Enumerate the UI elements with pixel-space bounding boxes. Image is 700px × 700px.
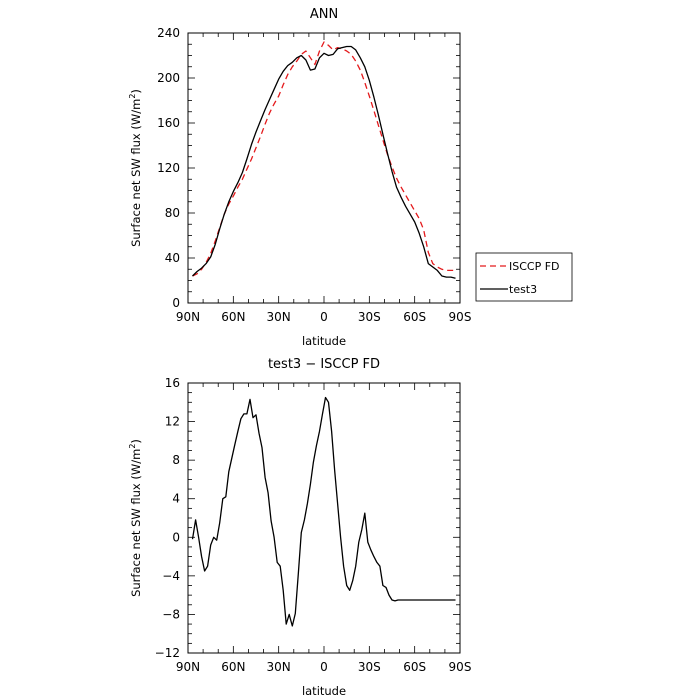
legend-label: test3: [509, 283, 537, 296]
legend-label: ISCCP FD: [509, 260, 560, 273]
x-axis-label: latitude: [302, 684, 346, 698]
y-axis-label-sup: 2: [128, 94, 137, 99]
y-tick-label: 16: [165, 376, 180, 390]
y-tick-label: 120: [157, 161, 180, 175]
y-tick-label: 0: [172, 530, 180, 544]
chart-title: ANN: [310, 7, 338, 22]
x-tick-label: 60N: [221, 310, 245, 324]
chart-panel-2: 90N 60N 30N 0 30S 60S 90S −12 −8 −4 0 4 8 12 16 test3 −…: [128, 357, 471, 698]
x-tick-label: 90N: [176, 660, 200, 674]
series-line-difference: [191, 396, 456, 627]
y-tick-label: 8: [172, 453, 180, 467]
x-tick-label: 0: [320, 310, 328, 324]
y-tick-label: 4: [172, 492, 180, 506]
plot-frame: [187, 382, 461, 654]
x-tick-label: 0: [320, 660, 328, 674]
series-line-test3: [192, 45, 456, 279]
y-tick-label: 200: [157, 71, 180, 85]
y-tick-label: 0: [172, 296, 180, 310]
chart-title: test3 − ISCCP FD: [268, 357, 380, 372]
x-tick-label: 30S: [358, 310, 381, 324]
x-axis-label: latitude: [302, 334, 346, 348]
y-tick-label: 40: [165, 251, 180, 265]
y-axis-label-close: ): [129, 439, 143, 444]
y-tick-label: −4: [162, 569, 180, 583]
y-axis-label: Surface net SW flux (W/m2): [128, 89, 143, 247]
y-tick-label: 80: [165, 206, 180, 220]
legend-box: [475, 252, 573, 302]
y-axis-label-text: Surface net SW flux (W/m: [129, 449, 143, 597]
y-axis-label-sup: 2: [128, 444, 137, 449]
y-axis-label-text: Surface net SW flux (W/m: [129, 99, 143, 247]
x-tick-label: 60S: [403, 660, 426, 674]
x-tick-label: 60N: [221, 660, 245, 674]
y-axis-label-close: ): [129, 89, 143, 94]
x-tick-label: 90S: [449, 660, 472, 674]
plot-frame: [187, 32, 461, 304]
x-tick-label: 30N: [267, 660, 291, 674]
x-tick-label: 60S: [403, 310, 426, 324]
x-tick-label: 90S: [449, 310, 472, 324]
legend: ISCCP FD test3: [475, 252, 573, 302]
x-tick-label: 90N: [176, 310, 200, 324]
x-tick-label: 30N: [267, 310, 291, 324]
y-tick-label: 160: [157, 116, 180, 130]
y-tick-label: −8: [162, 607, 180, 621]
y-tick-label: 240: [157, 26, 180, 40]
y-tick-label: 12: [165, 415, 180, 429]
chart-panel-1: 90N 60N 30N 0 30S 60S 90S 0 40 80 120 160 200 240 ANN l…: [128, 7, 573, 348]
series-line-isccp-fd: [192, 41, 456, 277]
y-tick-label: −12: [155, 646, 180, 660]
y-axis-label: Surface net SW flux (W/m2): [128, 439, 143, 597]
x-tick-label: 30S: [358, 660, 381, 674]
